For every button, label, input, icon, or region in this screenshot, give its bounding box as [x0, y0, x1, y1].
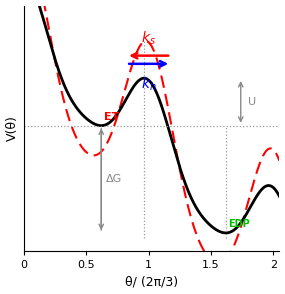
- X-axis label: θ/ (2π/3): θ/ (2π/3): [125, 275, 178, 288]
- Text: ET: ET: [104, 111, 119, 121]
- Text: ΔG: ΔG: [106, 174, 123, 184]
- Y-axis label: V(θ): V(θ): [5, 115, 19, 141]
- Text: $k_s$: $k_s$: [141, 30, 156, 47]
- Text: EDP: EDP: [228, 219, 250, 229]
- Text: U: U: [248, 97, 256, 107]
- Text: $k_h$: $k_h$: [141, 76, 156, 93]
